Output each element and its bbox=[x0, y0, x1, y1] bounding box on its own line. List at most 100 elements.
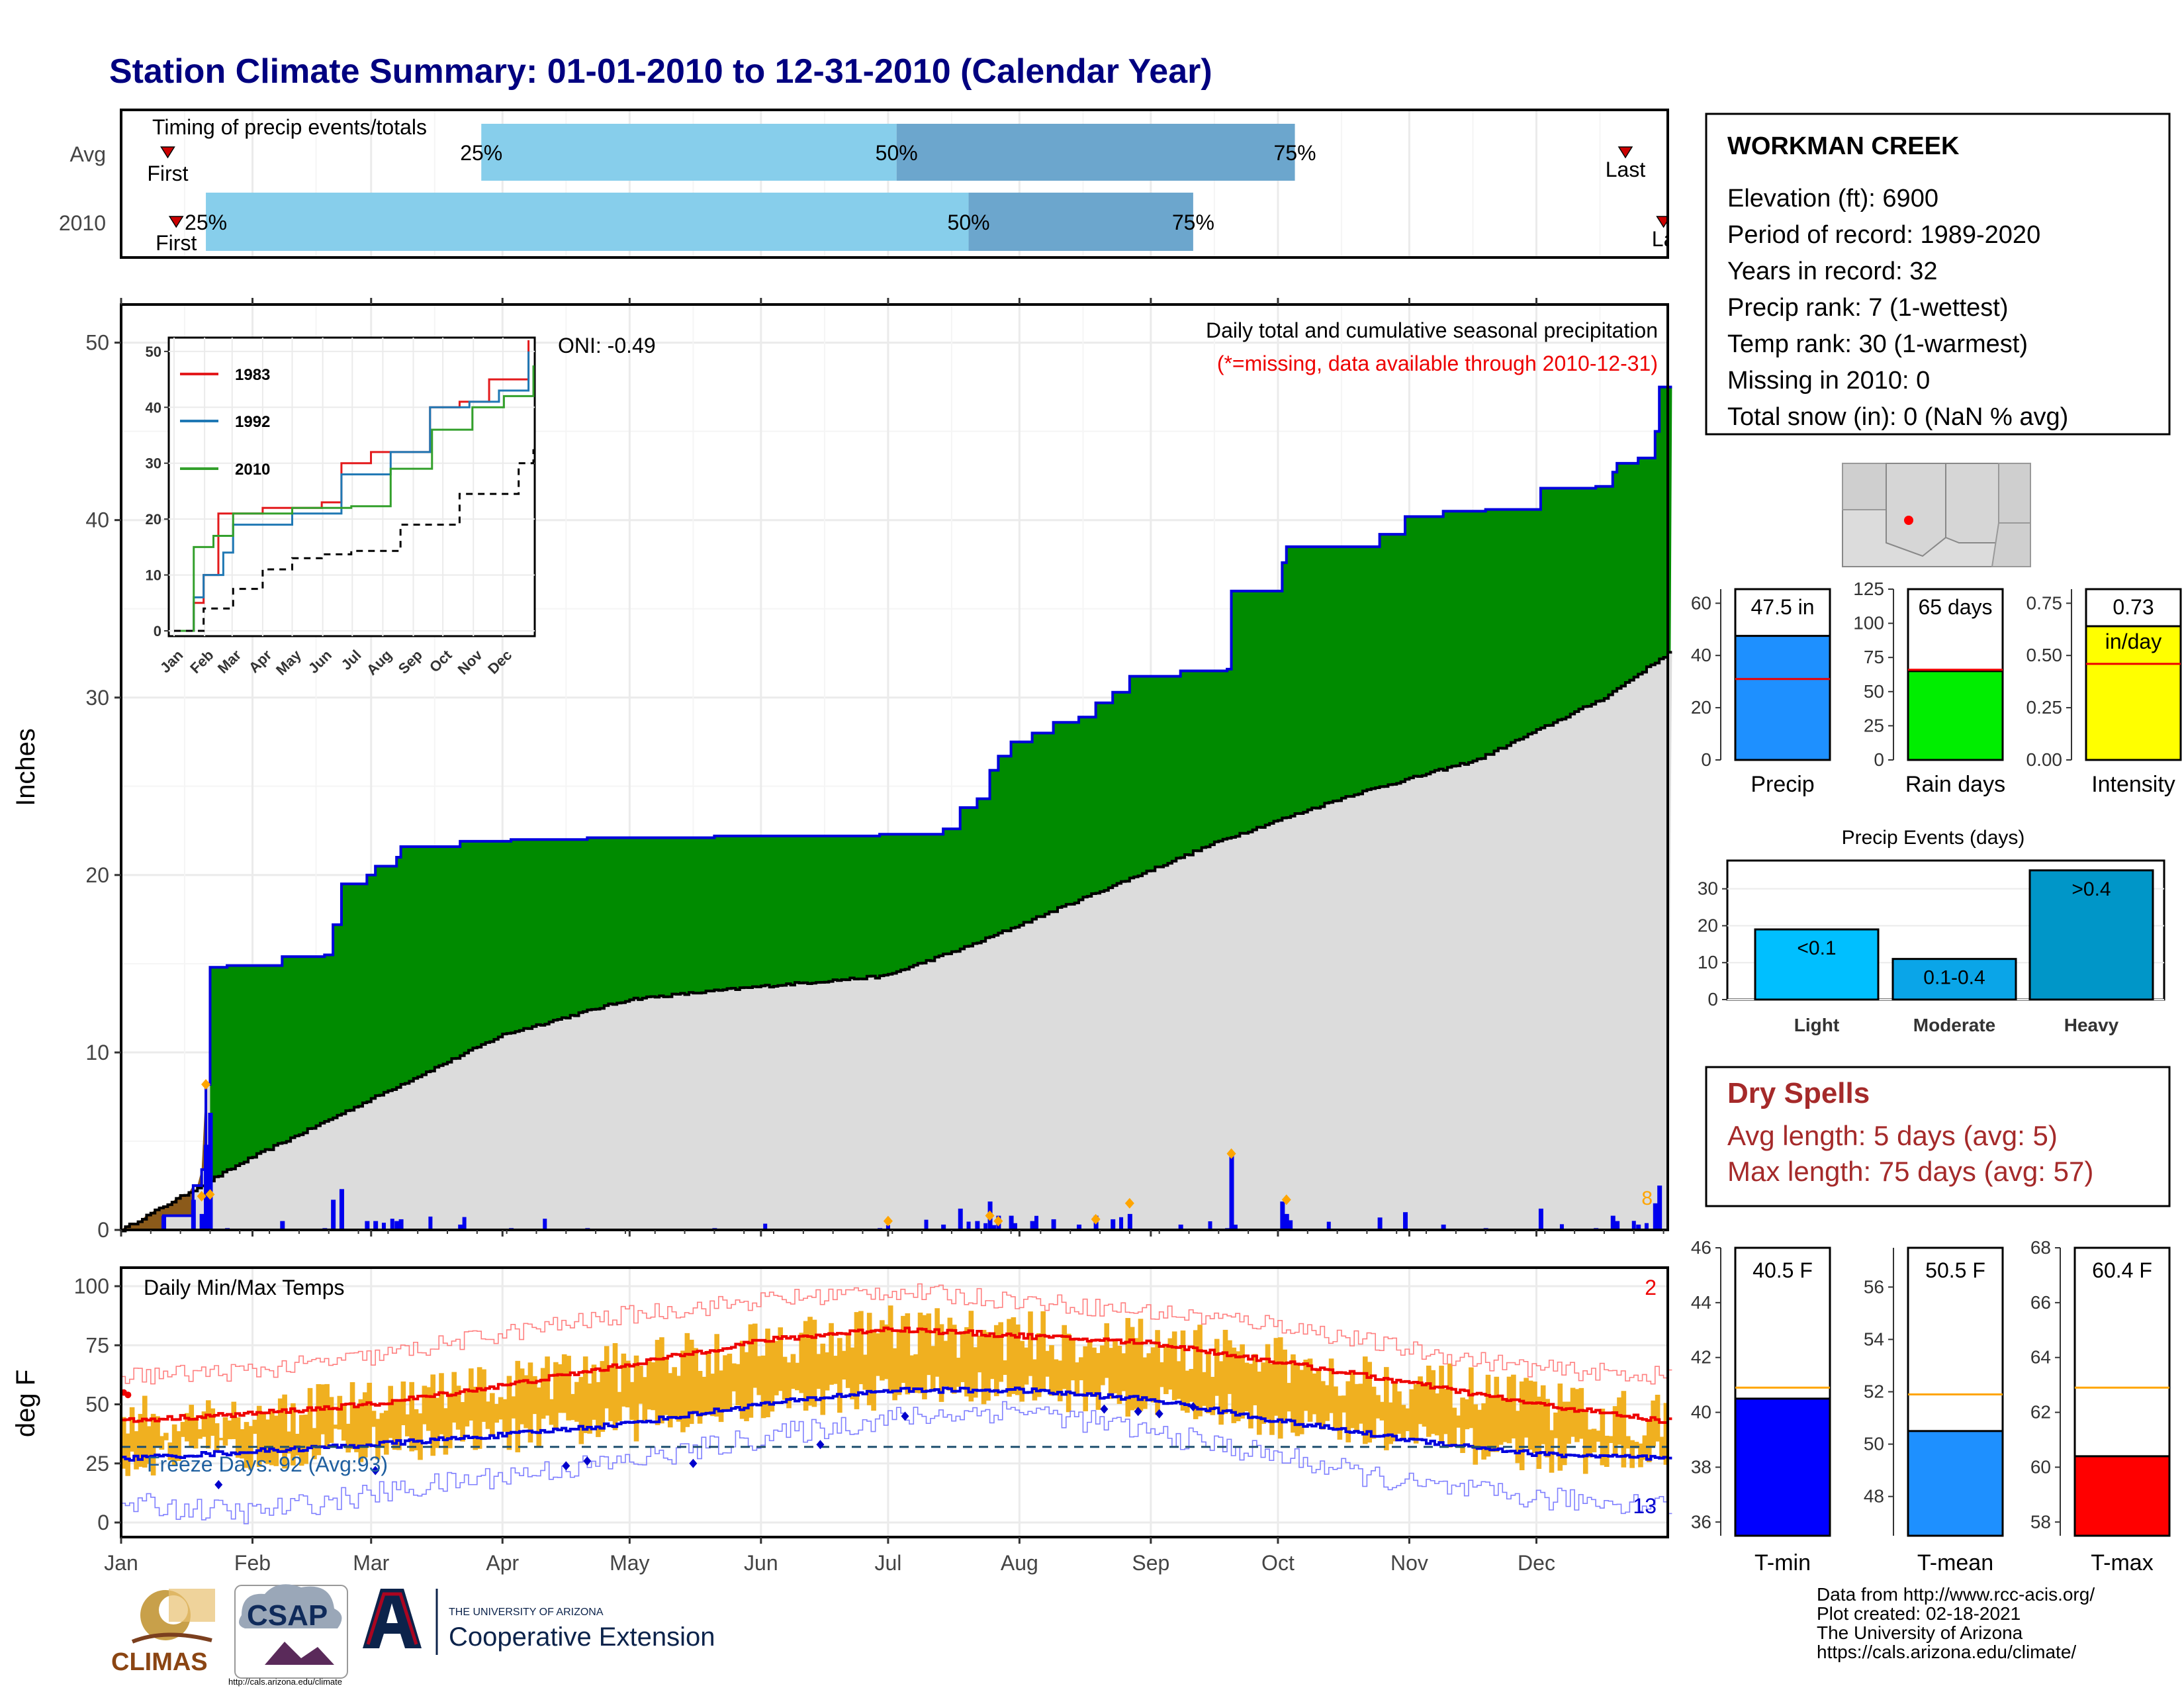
daily-temp-bar bbox=[298, 1415, 304, 1466]
daily-temp-bar bbox=[608, 1365, 614, 1421]
daily-temp-bar bbox=[1596, 1430, 1601, 1442]
daily-temp-bar bbox=[1506, 1376, 1512, 1444]
daily-temp-bar bbox=[820, 1343, 826, 1415]
record-max-line bbox=[121, 1283, 1672, 1385]
daily-precip-bar bbox=[1615, 1221, 1620, 1230]
daily-temp-bar bbox=[201, 1411, 207, 1437]
precip-average-area bbox=[121, 652, 1672, 1231]
daily-temp-bar bbox=[1455, 1415, 1461, 1428]
daily-temp-bar bbox=[1256, 1372, 1262, 1435]
daily-temp-bar bbox=[1036, 1333, 1042, 1397]
daily-temp-bar bbox=[244, 1422, 250, 1468]
inset-legend-label: 1983 bbox=[235, 366, 270, 384]
daily-temp-bar bbox=[1028, 1311, 1033, 1376]
daily-temp-bar bbox=[659, 1337, 664, 1424]
daily-temp-bar bbox=[481, 1369, 486, 1422]
daily-temp-bar bbox=[778, 1327, 784, 1391]
record-high-marker bbox=[124, 1391, 132, 1399]
daily-precip-bar bbox=[398, 1219, 404, 1230]
daily-temp-bar bbox=[1062, 1325, 1068, 1389]
avg-min-line bbox=[121, 1386, 1672, 1462]
precip-tick-label: 50 bbox=[85, 331, 109, 355]
daily-precip-bar bbox=[199, 1213, 205, 1230]
daily-temp-bar bbox=[1587, 1429, 1592, 1458]
daily-temp-bar bbox=[1443, 1389, 1449, 1434]
daily-temp-bar bbox=[1197, 1325, 1203, 1417]
daily-temp-bar bbox=[837, 1338, 842, 1413]
events-bar-label: <0.1 bbox=[1797, 937, 1836, 959]
daily-temp-bar bbox=[790, 1354, 796, 1389]
daily-precip-bar bbox=[462, 1217, 467, 1230]
timing-row-2010: 2010 bbox=[59, 211, 106, 235]
daily-precip-bar bbox=[1077, 1224, 1082, 1230]
daily-temp-bar bbox=[282, 1394, 287, 1469]
month-label: Feb bbox=[234, 1551, 271, 1575]
daily-temp-bar bbox=[884, 1324, 889, 1380]
daily-precip-bar bbox=[1051, 1219, 1056, 1230]
inset-tick-label: 10 bbox=[146, 567, 161, 584]
daily-temp-bar bbox=[1333, 1386, 1338, 1430]
daily-temp-bar bbox=[498, 1397, 504, 1420]
daily-temp-bar bbox=[1392, 1382, 1398, 1442]
footer-line: The University of Arizona bbox=[1817, 1622, 2023, 1643]
daily-temp-bar bbox=[1570, 1387, 1576, 1437]
daily-temp-bar bbox=[1629, 1440, 1635, 1468]
daily-temp-bar bbox=[1201, 1372, 1207, 1406]
daily-temp-bar bbox=[1451, 1407, 1457, 1445]
daily-precip-bar bbox=[1653, 1203, 1658, 1230]
temp-gauge-bar bbox=[1734, 1397, 1831, 1537]
daily-temp-bar bbox=[735, 1364, 741, 1406]
daily-temp-bar bbox=[1273, 1338, 1279, 1416]
daily-temp-bar bbox=[1150, 1347, 1156, 1403]
daily-temp-bar bbox=[1087, 1340, 1093, 1395]
footer-credits: Data from http://www.rcc-acis.org/ Plot … bbox=[1817, 1584, 2095, 1662]
daily-temp-bar bbox=[901, 1315, 906, 1383]
gauge-value-label: 65 days bbox=[1918, 595, 1992, 619]
temp-tick-label: 100 bbox=[74, 1274, 109, 1298]
daily-temp-bar bbox=[163, 1432, 169, 1440]
daily-temp-bar bbox=[197, 1429, 203, 1439]
month-label: Jul bbox=[874, 1551, 901, 1575]
daily-precip-bar bbox=[1326, 1221, 1331, 1230]
daily-temp-bar bbox=[688, 1339, 694, 1425]
daily-temp-bar bbox=[1113, 1341, 1118, 1393]
inset-legend-label: 2010 bbox=[235, 461, 270, 479]
daily-precip-bar bbox=[381, 1223, 386, 1230]
daily-precip-bar bbox=[1644, 1223, 1649, 1230]
daily-temp-bar bbox=[422, 1385, 428, 1425]
station-info-box: WORKMAN CREEK Elevation (ft): 6900 Period… bbox=[1705, 113, 2171, 436]
daily-temp-bar bbox=[1248, 1364, 1253, 1429]
daily-temp-bar bbox=[1473, 1404, 1479, 1465]
daily-temp-bar bbox=[328, 1397, 334, 1443]
daily-temp-bar bbox=[1345, 1381, 1351, 1442]
daily-temp-bar bbox=[617, 1391, 622, 1421]
percent-label: 50% bbox=[876, 141, 918, 165]
daily-temp-bar bbox=[1460, 1397, 1465, 1454]
daily-precip-bar bbox=[1377, 1217, 1383, 1230]
daily-temp-bar bbox=[1527, 1380, 1533, 1450]
daily-precip-bar bbox=[983, 1223, 988, 1230]
precip-panel: 0 10 20 30 40 50 Inches Daily total and cumul… bbox=[11, 298, 1672, 1242]
heavy-day-marker bbox=[1091, 1213, 1101, 1225]
daily-temp-bar bbox=[277, 1398, 283, 1454]
temp-gauge-tick-label: 60 bbox=[2030, 1456, 2051, 1477]
climas-logo: CLIMAS bbox=[111, 1589, 215, 1676]
daily-precip-bar bbox=[339, 1189, 344, 1230]
dry-spells-box: Dry Spells Avg length: 5 days (avg: 5) M… bbox=[1705, 1066, 2171, 1207]
temp-hot-count: 2 bbox=[1645, 1276, 1657, 1299]
daily-temp-bar bbox=[981, 1330, 987, 1405]
precip-tick-label: 20 bbox=[85, 863, 109, 887]
daily-temp-bar bbox=[1400, 1405, 1406, 1439]
temp-gauge-bar bbox=[1907, 1430, 2004, 1537]
daily-temp-bar bbox=[1549, 1430, 1555, 1473]
daily-precip-bar bbox=[1559, 1224, 1564, 1230]
daily-temp-bar bbox=[1469, 1367, 1474, 1429]
daily-temp-bar bbox=[511, 1396, 516, 1419]
daily-temp-bar bbox=[765, 1329, 770, 1417]
daily-temp-bar bbox=[786, 1362, 792, 1409]
daily-temp-bar bbox=[540, 1368, 546, 1419]
temp-gauge-tick-label: 64 bbox=[2030, 1347, 2051, 1368]
daily-temp-bar bbox=[1511, 1374, 1516, 1438]
daily-precip-bar bbox=[991, 1225, 996, 1230]
precip-events-chart: Precip Events (days) 0 10 20 30 <0.1 Light 0.1… bbox=[1698, 827, 2165, 1035]
